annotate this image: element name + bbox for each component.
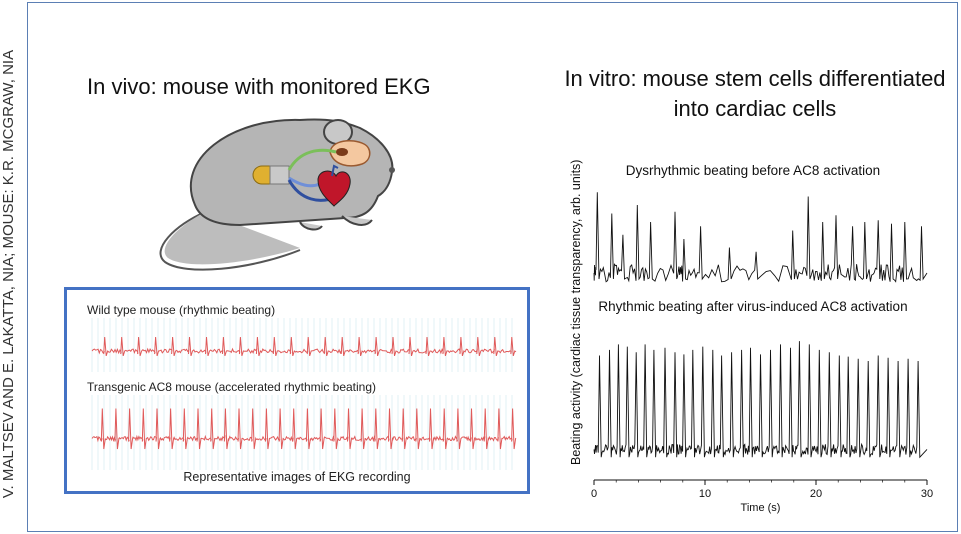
brain-icon bbox=[329, 139, 371, 167]
series-1 bbox=[593, 192, 928, 283]
ekg-label-transgenic: Transgenic AC8 mouse (accelerated rhythm… bbox=[87, 380, 377, 394]
ekg-caption: Representative images of EKG recording bbox=[183, 470, 411, 484]
x-tick-label: 10 bbox=[699, 488, 711, 500]
figure-frame bbox=[27, 2, 958, 532]
ekg-wild-type-trace bbox=[91, 336, 517, 357]
x-tick-label: 30 bbox=[921, 488, 933, 500]
series-2 bbox=[593, 341, 928, 459]
in-vivo-title: In vivo: mouse with monitored EKG bbox=[87, 74, 431, 99]
mouse-paw bbox=[299, 221, 323, 231]
panel1-title: Dysrhythmic beating before AC8 activatio… bbox=[625, 163, 881, 178]
ekg-recording-box bbox=[64, 287, 530, 494]
series-line-2 bbox=[593, 341, 928, 459]
x-tick-label: 20 bbox=[810, 488, 822, 500]
series-line-1 bbox=[593, 192, 928, 283]
x-tick-label: 0 bbox=[591, 488, 597, 500]
mouse-icon bbox=[159, 118, 395, 271]
mouse-tail bbox=[159, 211, 301, 271]
heart-icon bbox=[317, 170, 351, 207]
ekg-transgenic-trace bbox=[91, 408, 517, 450]
x-axis-label: Time (s) bbox=[741, 502, 781, 514]
panel2-title: Rhythmic beating after virus-induced AC8… bbox=[598, 299, 908, 314]
ekg-label-wild-type: Wild type mouse (rhythmic beating) bbox=[87, 303, 276, 317]
in-vitro-title: In vitro: mouse stem cells differentiate… bbox=[564, 66, 946, 121]
